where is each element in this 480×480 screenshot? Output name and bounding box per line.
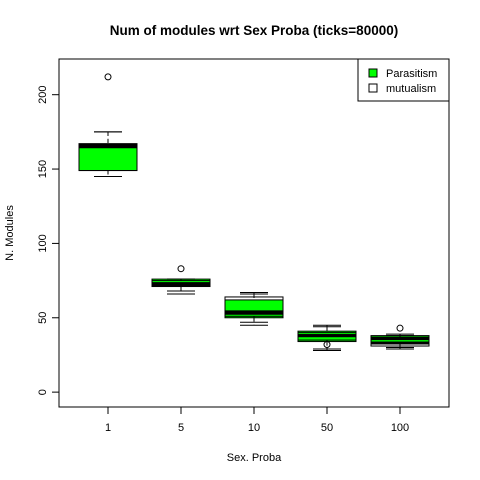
box-body: [78, 143, 138, 172]
x-axis-label: Sex. Proba: [227, 452, 282, 464]
outlier-point: [104, 73, 112, 81]
outlier-point: [396, 324, 404, 332]
box-body: [224, 299, 284, 319]
legend-box: [357, 58, 450, 102]
y-tick-label: 150: [37, 160, 49, 178]
boxes-layer: [78, 73, 430, 351]
box-mutualism-100: [370, 333, 430, 350]
box-mutualism-10: [224, 291, 284, 323]
legend-swatch-parasitism: [368, 68, 378, 78]
x-tick-label: 1: [105, 422, 111, 434]
y-tick-label: 100: [37, 234, 49, 252]
y-tick-label: 0: [37, 389, 49, 395]
x-tick-label: 50: [321, 422, 333, 434]
y-axis-label: N. Modules: [4, 205, 16, 261]
legend-label-parasitism: Parasitism: [386, 68, 437, 80]
legend: Parasitism mutualism: [357, 58, 450, 102]
x-axis: 1 5 10 50 100: [105, 406, 409, 434]
box-mutualism-50: [297, 326, 357, 350]
x-tick-label: 10: [248, 422, 260, 434]
x-tick-label: 100: [391, 422, 409, 434]
box-mutualism-1: [78, 131, 138, 177]
legend-label-mutualism: mutualism: [386, 83, 436, 95]
box-body: [224, 296, 284, 317]
chart-title: Num of modules wrt Sex Proba (ticks=8000…: [110, 23, 398, 38]
y-axis: 0 50 100 150 200: [37, 86, 60, 395]
legend-swatch-mutualism: [368, 83, 378, 93]
y-tick-label: 50: [37, 312, 49, 324]
box-mutualism-5: [151, 278, 211, 295]
x-tick-label: 5: [178, 422, 184, 434]
outlier-point: [177, 265, 185, 273]
y-tick-label: 200: [37, 86, 49, 104]
